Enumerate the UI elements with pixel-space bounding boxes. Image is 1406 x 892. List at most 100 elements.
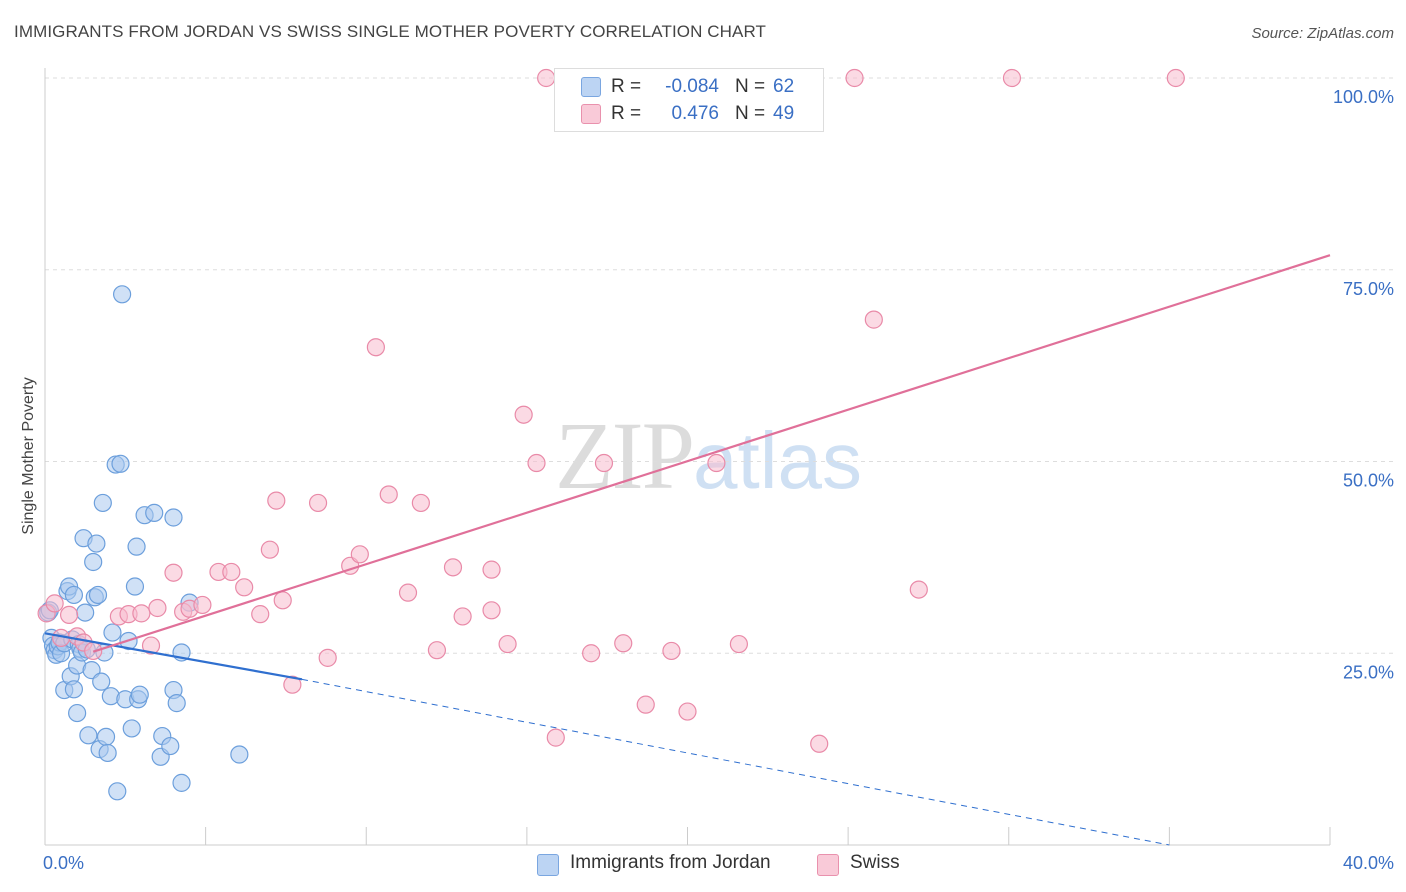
point-swiss [132,604,151,623]
point-swiss [845,68,864,88]
y-tick-label: 25.0% [1343,662,1394,682]
point-swiss [537,68,556,88]
point-jordan [87,534,106,553]
point-swiss [164,563,183,582]
point-swiss [283,675,302,694]
correlation-legend: R = -0.084 N = 62 R = 0.476 N = 49 [554,68,824,132]
legend-r-value: -0.084 [665,76,719,97]
point-jordan [122,719,141,738]
point-swiss [582,644,601,663]
point-jordan [112,285,132,304]
point-swiss [235,578,254,597]
point-swiss [379,485,398,504]
source-label: Source: ZipAtlas.com [1251,25,1394,42]
point-jordan [167,694,186,713]
point-swiss [678,702,697,721]
point-swiss [427,641,447,660]
point-jordan [230,745,249,764]
trendline-swiss [92,254,1331,653]
point-swiss [366,338,385,357]
point-swiss [59,605,79,625]
point-swiss [1002,68,1022,88]
legend-swatch-swiss [581,104,601,124]
point-swiss [662,641,681,661]
point-swiss [45,594,64,613]
watermark: ZIPatlas [555,400,862,511]
point-swiss [614,634,633,653]
point-swiss [1166,68,1185,88]
point-jordan [145,503,164,522]
trendline-jordan-extension [301,678,1170,846]
point-jordan [93,493,112,513]
point-jordan [125,577,145,596]
legend-n-value: 62 [773,76,795,97]
point-jordan [111,454,130,473]
point-jordan [96,727,116,746]
point-jordan [84,552,103,572]
point-jordan [130,685,149,704]
point-swiss [222,562,241,582]
legend-label-jordan: Immigrants from Jordan [570,852,771,873]
y-tick-label: 100.0% [1333,87,1394,107]
point-jordan [98,743,117,763]
point-jordan [68,703,87,723]
legend-n-label: N = [735,76,766,97]
point-jordan [92,672,111,691]
point-swiss [707,453,726,473]
legend-r-label: R = [611,103,642,124]
point-jordan [103,623,122,642]
point-swiss [260,540,279,559]
legend-r-value: 0.476 [671,103,719,124]
point-jordan [64,585,84,605]
point-swiss [514,405,533,424]
legend-swatch-swiss [817,854,839,876]
legend-label-swiss: Swiss [850,852,900,873]
legend-n-value: 49 [773,103,795,124]
point-swiss [193,595,212,615]
chart-title: IMMIGRANTS FROM JORDAN VS SWISS SINGLE M… [14,22,767,41]
point-swiss [909,580,928,599]
point-swiss [267,491,286,510]
point-jordan [108,782,127,801]
point-swiss [251,605,270,624]
point-jordan [127,537,146,556]
legend-swatch-jordan [537,854,559,876]
point-swiss [594,453,614,473]
point-jordan [88,585,108,605]
y-tick-label: 50.0% [1343,471,1394,491]
point-swiss [308,493,328,513]
point-swiss [482,560,501,579]
point-swiss [148,598,167,618]
point-swiss [546,728,565,747]
watermark-zip: ZIP [555,402,695,509]
point-jordan [172,773,191,792]
trendline-jordan [44,632,303,681]
y-tick-label: 75.0% [1343,279,1394,299]
point-swiss [141,636,161,655]
legend-n-label: N = [735,103,766,124]
point-swiss [318,648,337,667]
x-tick-label: 0.0% [43,853,84,873]
point-swiss [453,607,472,626]
legend-r-label: R = [611,76,642,97]
point-jordan [164,508,183,527]
point-swiss [273,591,292,610]
point-swiss [636,695,655,714]
point-swiss [443,558,463,577]
point-swiss [498,634,517,654]
point-swiss [864,310,883,329]
point-swiss [729,634,749,654]
point-swiss [411,493,430,513]
point-swiss [350,545,369,564]
point-jordan [79,726,98,745]
point-swiss [482,601,501,620]
legend-swatch-jordan [581,77,601,97]
point-swiss [398,583,418,602]
point-jordan [64,680,84,699]
x-tick-label: 40.0% [1343,853,1394,873]
point-jordan [161,736,180,756]
point-jordan [76,603,95,622]
point-swiss [810,734,829,753]
point-swiss [527,453,546,473]
